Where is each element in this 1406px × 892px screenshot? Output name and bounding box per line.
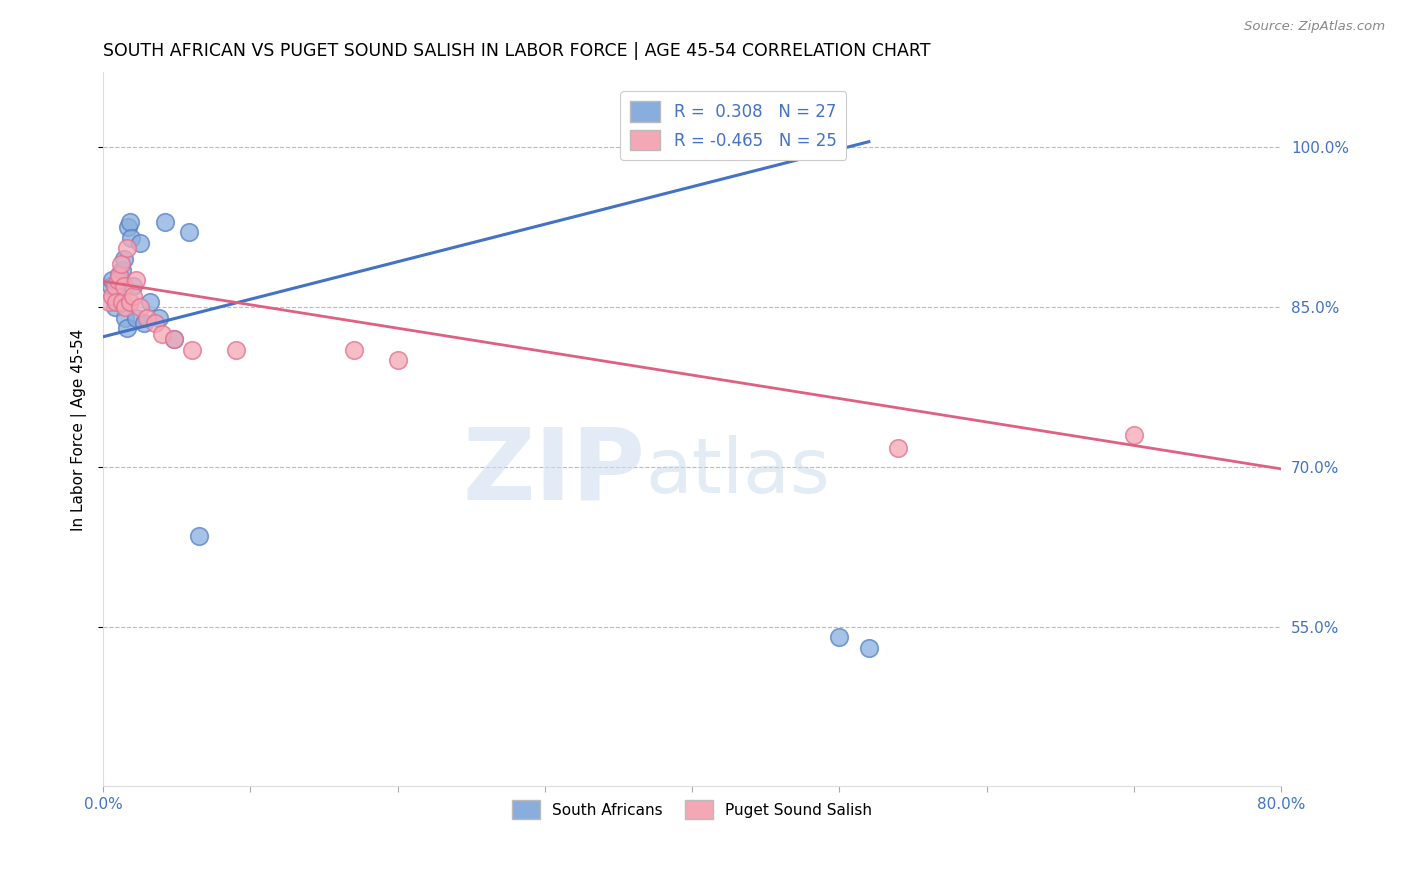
Point bbox=[104, 300, 127, 314]
Point bbox=[143, 316, 166, 330]
Point bbox=[112, 252, 135, 266]
Point bbox=[104, 278, 127, 293]
Point bbox=[225, 343, 247, 357]
Point bbox=[105, 284, 128, 298]
Point bbox=[342, 343, 364, 357]
Point bbox=[163, 332, 186, 346]
Point bbox=[111, 294, 134, 309]
Point bbox=[115, 321, 138, 335]
Point bbox=[180, 343, 202, 357]
Point bbox=[129, 300, 152, 314]
Point bbox=[114, 310, 136, 325]
Text: ZIP: ZIP bbox=[463, 424, 645, 521]
Point bbox=[111, 262, 134, 277]
Point bbox=[101, 273, 124, 287]
Point bbox=[1122, 427, 1144, 442]
Point bbox=[118, 214, 141, 228]
Point bbox=[129, 235, 152, 250]
Point bbox=[118, 294, 141, 309]
Point bbox=[107, 289, 129, 303]
Point bbox=[124, 273, 146, 287]
Legend: South Africans, Puget Sound Salish: South Africans, Puget Sound Salish bbox=[506, 795, 879, 825]
Point bbox=[153, 214, 176, 228]
Point bbox=[887, 441, 910, 455]
Point bbox=[120, 230, 142, 244]
Point bbox=[828, 630, 851, 644]
Point bbox=[98, 294, 121, 309]
Point bbox=[134, 316, 156, 330]
Point bbox=[177, 225, 200, 239]
Point bbox=[121, 278, 143, 293]
Point bbox=[139, 294, 162, 309]
Point bbox=[108, 268, 131, 282]
Point bbox=[117, 219, 139, 234]
Point bbox=[107, 294, 129, 309]
Point bbox=[114, 300, 136, 314]
Point bbox=[110, 257, 132, 271]
Point bbox=[136, 310, 159, 325]
Point bbox=[121, 289, 143, 303]
Point bbox=[163, 332, 186, 346]
Text: atlas: atlas bbox=[645, 435, 830, 509]
Y-axis label: In Labor Force | Age 45-54: In Labor Force | Age 45-54 bbox=[72, 328, 87, 531]
Text: SOUTH AFRICAN VS PUGET SOUND SALISH IN LABOR FORCE | AGE 45-54 CORRELATION CHART: SOUTH AFRICAN VS PUGET SOUND SALISH IN L… bbox=[103, 42, 931, 60]
Point bbox=[108, 268, 131, 282]
Point bbox=[105, 294, 128, 309]
Point bbox=[112, 278, 135, 293]
Point bbox=[115, 241, 138, 255]
Point bbox=[110, 273, 132, 287]
Point bbox=[100, 278, 122, 293]
Point bbox=[150, 326, 173, 341]
Point bbox=[858, 640, 880, 655]
Point bbox=[101, 289, 124, 303]
Point bbox=[148, 310, 170, 325]
Text: Source: ZipAtlas.com: Source: ZipAtlas.com bbox=[1244, 20, 1385, 33]
Point bbox=[187, 529, 209, 543]
Point bbox=[124, 310, 146, 325]
Point bbox=[387, 353, 409, 368]
Point bbox=[107, 273, 129, 287]
